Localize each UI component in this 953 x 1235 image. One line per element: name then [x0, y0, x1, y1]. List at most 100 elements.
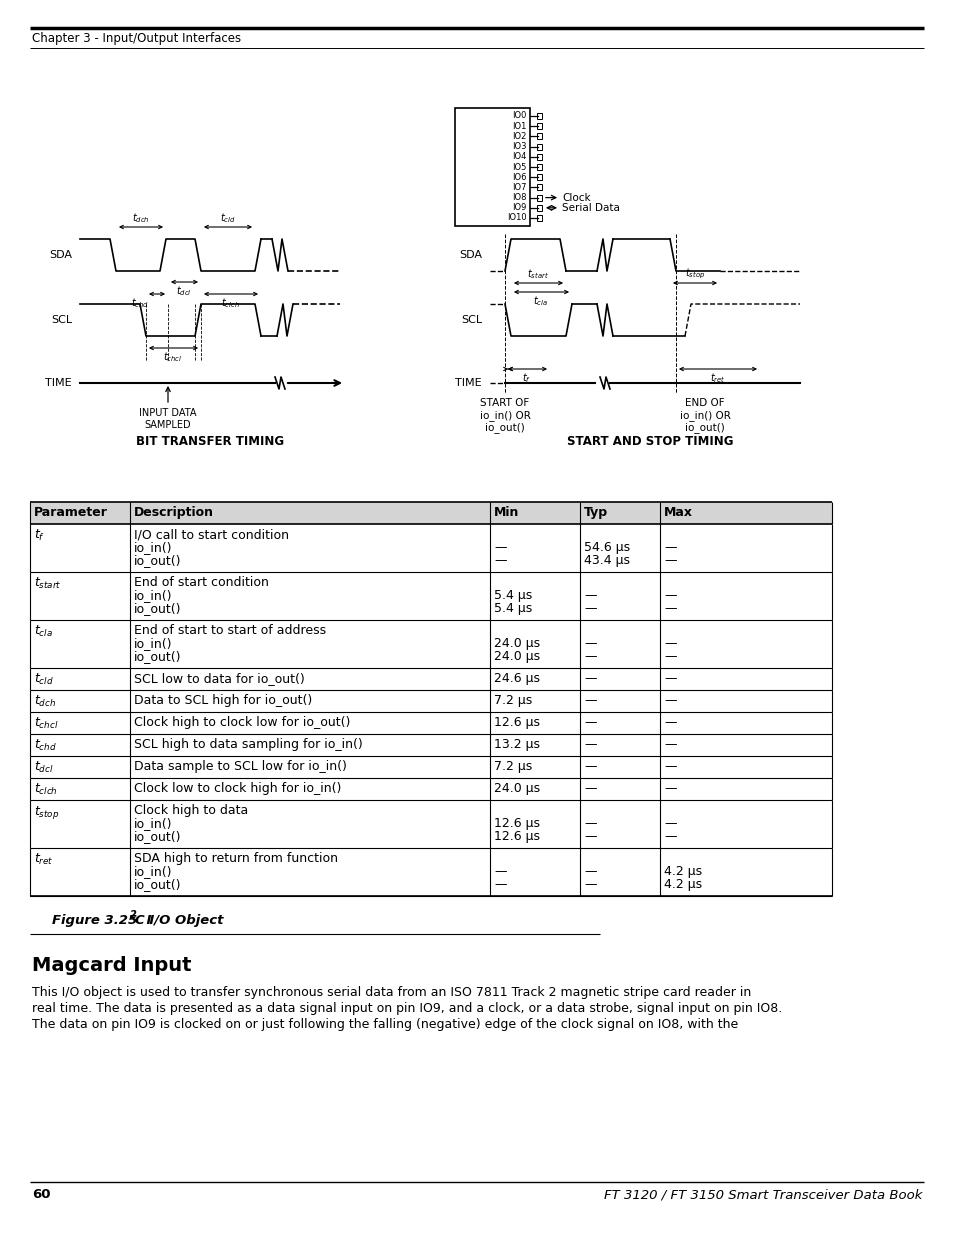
- Text: —: —: [583, 864, 596, 878]
- Text: Serial Data: Serial Data: [561, 203, 619, 212]
- Text: IO5: IO5: [512, 163, 526, 172]
- Text: $t_{cla}$: $t_{cla}$: [533, 294, 548, 308]
- Text: Typ: Typ: [583, 506, 607, 519]
- Text: $t_{stop}$: $t_{stop}$: [34, 804, 59, 821]
- Bar: [537, 205, 541, 211]
- Text: —: —: [663, 830, 676, 844]
- Text: $t_{cla}$: $t_{cla}$: [34, 624, 52, 638]
- Text: —: —: [663, 694, 676, 706]
- Text: Data to SCL high for io_out(): Data to SCL high for io_out(): [133, 694, 312, 706]
- Text: START OF
io_in() OR
io_out(): START OF io_in() OR io_out(): [479, 398, 530, 433]
- Text: End of start condition: End of start condition: [133, 576, 269, 589]
- Text: —: —: [663, 589, 676, 601]
- Text: This I/O object is used to transfer synchronous serial data from an ISO 7811 Tra: This I/O object is used to transfer sync…: [32, 986, 750, 999]
- Text: 4.2 μs: 4.2 μs: [663, 878, 701, 890]
- Text: $t_{dch}$: $t_{dch}$: [132, 211, 150, 225]
- Text: $t_{stop}$: $t_{stop}$: [684, 267, 704, 282]
- Bar: [537, 124, 541, 130]
- Text: Clock high to data: Clock high to data: [133, 804, 248, 818]
- Text: $t_{dcl}$: $t_{dcl}$: [34, 760, 53, 776]
- Text: —: —: [663, 601, 676, 615]
- Text: SDA: SDA: [458, 249, 481, 261]
- Text: —: —: [663, 637, 676, 650]
- Text: 13.2 μs: 13.2 μs: [494, 739, 539, 751]
- Bar: [537, 112, 541, 119]
- Text: —: —: [583, 589, 596, 601]
- Text: —: —: [494, 878, 506, 890]
- Text: —: —: [494, 864, 506, 878]
- Text: 4.2 μs: 4.2 μs: [663, 864, 701, 878]
- Text: io_in(): io_in(): [133, 818, 172, 830]
- Text: —: —: [583, 739, 596, 751]
- Text: $t_{ret}$: $t_{ret}$: [34, 852, 53, 867]
- Bar: [30, 501, 831, 524]
- Text: Magcard Input: Magcard Input: [32, 956, 192, 974]
- Text: Chapter 3 - Input/Output Interfaces: Chapter 3 - Input/Output Interfaces: [32, 32, 241, 44]
- Text: I/O call to start condition: I/O call to start condition: [133, 529, 289, 541]
- Text: —: —: [583, 672, 596, 685]
- Text: 24.0 μs: 24.0 μs: [494, 782, 539, 795]
- Text: 24.0 μs: 24.0 μs: [494, 650, 539, 663]
- Text: IO4: IO4: [512, 152, 526, 162]
- Text: —: —: [583, 878, 596, 890]
- Text: —: —: [663, 818, 676, 830]
- Text: Figure 3.25  I: Figure 3.25 I: [52, 914, 152, 927]
- Text: $t_f$: $t_f$: [522, 370, 531, 385]
- Text: —: —: [583, 694, 596, 706]
- Text: —: —: [583, 818, 596, 830]
- Text: $t_{start}$: $t_{start}$: [526, 267, 548, 282]
- Text: io_in(): io_in(): [133, 589, 172, 601]
- Text: —: —: [663, 760, 676, 773]
- Bar: [455, 107, 530, 226]
- Text: —: —: [663, 739, 676, 751]
- Text: Clock low to clock high for io_in(): Clock low to clock high for io_in(): [133, 782, 341, 795]
- Text: IO2: IO2: [512, 132, 526, 141]
- Text: The data on pin IO9 is clocked on or just following the falling (negative) edge : The data on pin IO9 is clocked on or jus…: [32, 1018, 738, 1031]
- Text: $t_{clch}$: $t_{clch}$: [34, 782, 58, 797]
- Text: Max: Max: [663, 506, 692, 519]
- Bar: [537, 154, 541, 159]
- Text: IO3: IO3: [512, 142, 526, 151]
- Text: INPUT DATA
SAMPLED: INPUT DATA SAMPLED: [139, 408, 196, 430]
- Text: io_in(): io_in(): [133, 541, 172, 555]
- Text: Parameter: Parameter: [34, 506, 108, 519]
- Text: io_in(): io_in(): [133, 637, 172, 650]
- Text: 12.6 μs: 12.6 μs: [494, 818, 539, 830]
- Text: 60: 60: [32, 1188, 51, 1200]
- Text: BIT TRANSFER TIMING: BIT TRANSFER TIMING: [135, 435, 284, 448]
- Text: 7.2 μs: 7.2 μs: [494, 760, 532, 773]
- Text: —: —: [494, 541, 506, 555]
- Text: SCL high to data sampling for io_in(): SCL high to data sampling for io_in(): [133, 739, 362, 751]
- Text: —: —: [494, 555, 506, 567]
- Text: $t_{ret}$: $t_{ret}$: [709, 370, 725, 385]
- Text: io_out(): io_out(): [133, 555, 181, 567]
- Text: —: —: [583, 782, 596, 795]
- Text: $t_{clch}$: $t_{clch}$: [221, 296, 240, 310]
- Text: IO1: IO1: [512, 122, 526, 131]
- Text: —: —: [583, 760, 596, 773]
- Text: $t_{chd}$: $t_{chd}$: [34, 739, 57, 753]
- Text: SCL: SCL: [51, 315, 71, 325]
- Text: —: —: [583, 637, 596, 650]
- Bar: [537, 174, 541, 180]
- Text: End of start to start of address: End of start to start of address: [133, 624, 326, 637]
- Text: 54.6 μs: 54.6 μs: [583, 541, 630, 555]
- Text: —: —: [663, 782, 676, 795]
- Text: C I/O Object: C I/O Object: [135, 914, 223, 927]
- Text: Data sample to SCL low for io_in(): Data sample to SCL low for io_in(): [133, 760, 347, 773]
- Text: TIME: TIME: [455, 378, 481, 388]
- Text: $t_{start}$: $t_{start}$: [34, 576, 62, 592]
- Text: —: —: [663, 541, 676, 555]
- Text: SCL low to data for io_out(): SCL low to data for io_out(): [133, 672, 304, 685]
- Text: —: —: [583, 650, 596, 663]
- Text: —: —: [583, 601, 596, 615]
- Text: FT 3120 / FT 3150 Smart Transceiver Data Book: FT 3120 / FT 3150 Smart Transceiver Data…: [603, 1188, 921, 1200]
- Bar: [537, 215, 541, 221]
- Text: Description: Description: [133, 506, 213, 519]
- Text: Clock: Clock: [561, 193, 590, 203]
- Text: real time. The data is presented as a data signal input on pin IO9, and a clock,: real time. The data is presented as a da…: [32, 1002, 781, 1015]
- Text: SDA: SDA: [49, 249, 71, 261]
- Bar: [537, 143, 541, 149]
- Text: 5.4 μs: 5.4 μs: [494, 589, 532, 601]
- Text: IO10: IO10: [507, 214, 526, 222]
